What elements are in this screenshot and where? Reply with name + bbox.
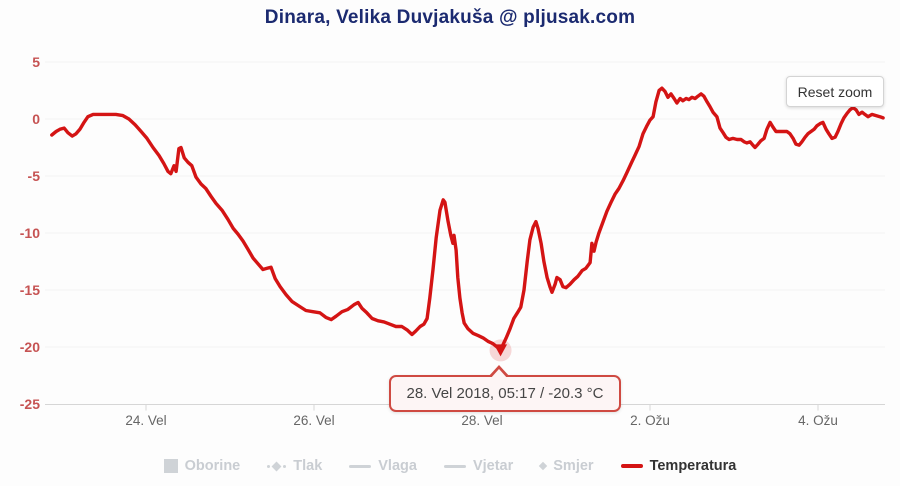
x-tick-label: 4. Ožu	[798, 413, 838, 428]
tooltip-callout-fill	[490, 369, 508, 379]
legend-label: Tlak	[293, 458, 323, 474]
y-tick-label: -10	[19, 225, 40, 241]
legend-item-smjer[interactable]: Smjer	[539, 458, 594, 474]
y-tick-label: 5	[32, 54, 40, 70]
y-tick-label: -20	[19, 339, 40, 355]
legend-item-temperatura[interactable]: Temperatura	[620, 458, 737, 474]
chart-title: Dinara, Velika Duvjakuša @ pljusak.com	[264, 7, 636, 28]
square-marker-icon	[163, 459, 178, 473]
diamond-marker-icon	[539, 461, 548, 471]
y-tick-label: -25	[19, 396, 40, 412]
legend-label: Temperatura	[649, 458, 737, 474]
y-tick-label: -15	[19, 282, 40, 298]
hovered-point-marker[interactable]	[489, 339, 512, 362]
x-tick-label: 26. Vel	[293, 413, 335, 428]
legend: Oborine Tlak Vlaga Vjetar Smjer Temperatura	[0, 458, 900, 474]
x-tick-label: 28. Vel	[461, 413, 503, 428]
legend-label: Vlaga	[378, 458, 417, 474]
legend-item-tlak[interactable]: Tlak	[267, 458, 322, 474]
y-tick-label: 0	[32, 111, 40, 127]
gridlines	[45, 61, 885, 348]
legend-label: Oborine	[184, 458, 241, 474]
legend-item-vlaga[interactable]: Vlaga	[349, 458, 417, 474]
tooltip: 28. Vel 2018, 05:17 / -20.3 °C	[389, 365, 621, 412]
legend-label: Smjer	[553, 458, 594, 474]
line-marker-icon	[620, 464, 643, 468]
tooltip-text: 28. Vel 2018, 05:17 / -20.3 °C	[406, 385, 604, 402]
x-tick-label: 2. Ožu	[630, 413, 670, 428]
legend-label: Vjetar	[472, 458, 514, 474]
dotted-line-diamond-icon	[267, 461, 287, 471]
x-tick-label: 24. Vel	[125, 413, 167, 428]
legend-item-oborine[interactable]: Oborine	[163, 458, 241, 474]
temperature-line[interactable]	[50, 86, 885, 353]
line-marker-icon	[443, 464, 466, 468]
line-marker-icon	[349, 464, 372, 468]
reset-zoom-button[interactable]: Reset zoom	[786, 76, 884, 107]
legend-item-vjetar[interactable]: Vjetar	[443, 458, 514, 474]
y-tick-label: -5	[27, 168, 40, 184]
